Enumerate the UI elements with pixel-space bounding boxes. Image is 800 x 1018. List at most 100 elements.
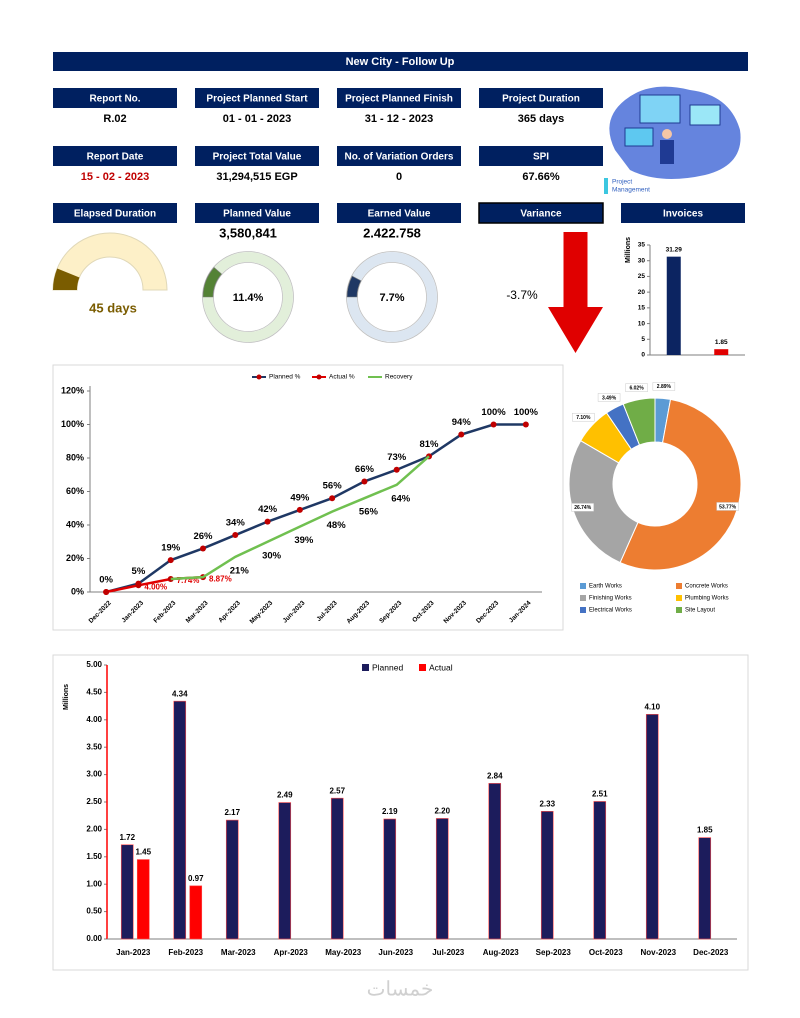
legend-label: Recovery [385, 374, 413, 381]
value-label: 2.33 [539, 799, 555, 808]
value-label: 64% [391, 493, 411, 504]
series-marker [167, 557, 174, 564]
title: New City - Follow Up [346, 56, 455, 68]
kpi-value: 31 - 12 - 2023 [365, 113, 434, 125]
donut-label: 7.7% [379, 292, 404, 304]
x-tick-label: Aug-2023 [483, 948, 520, 957]
value-label: 7.74% [177, 576, 200, 585]
bar [225, 819, 239, 940]
value-label: 2.19 [382, 807, 398, 816]
legend-swatch [580, 595, 586, 601]
value-label: 2.49 [277, 791, 293, 800]
series-marker [103, 589, 110, 595]
bar [540, 811, 554, 940]
y-tick-label: 4.50 [86, 688, 102, 697]
header-label: No. of Variation Orders [345, 152, 454, 163]
value-label: 2.51 [592, 790, 608, 799]
series-marker [393, 466, 400, 473]
value-label: 5% [132, 566, 146, 577]
x-tick-label: Jul-2023 [315, 599, 339, 623]
series-marker [200, 545, 206, 552]
y-tick-label: 120% [61, 385, 84, 395]
x-tick-label: Dec-2022 [88, 599, 113, 624]
y-tick-label: 80% [66, 452, 84, 462]
pie-label: 6.02% [629, 386, 644, 392]
bar [136, 859, 150, 940]
series-marker [522, 421, 529, 428]
pie-label-box [597, 393, 621, 402]
header-label: Variance [520, 209, 562, 220]
y-tick-label: 15 [638, 305, 646, 312]
pie-label: 3.49% [602, 395, 617, 401]
header-box [337, 146, 461, 166]
value-label: 0.97 [188, 874, 204, 883]
value-label: 4.00% [144, 582, 167, 591]
x-tick-label: Oct-2023 [589, 948, 623, 957]
header-box [53, 88, 177, 108]
x-tick-label: Jul-2023 [432, 948, 465, 957]
y-tick-label: 5.00 [86, 660, 102, 669]
header-box [337, 88, 461, 108]
value-label: 49% [290, 492, 310, 503]
legend-label: Earth Works [589, 584, 622, 590]
header-label: Earned Value [368, 209, 431, 220]
header-label: Project Duration [502, 94, 580, 105]
legend-swatch [362, 664, 369, 671]
illustration [604, 86, 741, 194]
x-tick-label: Dec-2023 [693, 948, 729, 957]
legend-swatch [580, 607, 586, 613]
legend-label: Electrical Works [589, 608, 632, 614]
bar [666, 256, 681, 355]
x-tick-label: Dec-2023 [475, 599, 500, 624]
value-label: 56% [323, 481, 343, 492]
kpi-value: 67.66% [522, 171, 560, 183]
value-label: 81% [419, 439, 439, 450]
pie-label-box [625, 383, 648, 392]
donut-value [346, 275, 362, 298]
series-marker [232, 532, 239, 539]
x-tick-label: Nov-2023 [640, 948, 676, 957]
legend-swatch [580, 583, 586, 589]
bar [330, 797, 344, 940]
value-label: 2.57 [329, 786, 345, 795]
legend-swatch [676, 595, 682, 601]
bar [645, 714, 659, 940]
y-tick-label: 0% [71, 586, 84, 596]
illustration-caption: Management [612, 187, 650, 194]
x-tick-label: Jan-2024 [508, 599, 533, 624]
x-tick-label: Jan-2023 [116, 948, 151, 957]
donut-amount: 3,580,841 [219, 225, 277, 240]
header-box [195, 88, 319, 108]
value-label: 100% [514, 407, 539, 418]
donut-label: 11.4% [233, 292, 264, 304]
bar [593, 801, 607, 940]
line-chart-frame [52, 364, 564, 631]
variance-arrow [548, 232, 603, 353]
header-box [53, 203, 177, 223]
gauge-track [52, 232, 168, 291]
donut-edge [213, 262, 283, 332]
legend-marker [256, 374, 262, 380]
x-tick-label: Nov-2023 [443, 599, 469, 625]
header-label: Report Date [87, 152, 144, 163]
y-tick-label: 100% [61, 419, 84, 429]
legend-label: Finishing Works [589, 596, 632, 602]
bar [698, 837, 712, 940]
bar [189, 885, 203, 940]
header-label: Invoices [663, 209, 703, 220]
x-tick-label: Feb-2023 [152, 599, 177, 624]
pie-label-box [571, 503, 594, 512]
y-tick-label: 20% [66, 553, 84, 563]
bar [435, 818, 449, 940]
bar [714, 349, 729, 355]
series-marker [296, 506, 303, 513]
donut-amount: 2.422.758 [363, 225, 421, 240]
illustration-person [660, 140, 674, 164]
header-box [337, 203, 461, 223]
y-tick-label: 0.00 [86, 934, 102, 943]
pie-label: 26.74% [574, 505, 592, 511]
y-tick-label: 60% [66, 486, 84, 496]
legend-label: Plumbing Works [685, 596, 729, 602]
illustration-head [662, 129, 672, 139]
